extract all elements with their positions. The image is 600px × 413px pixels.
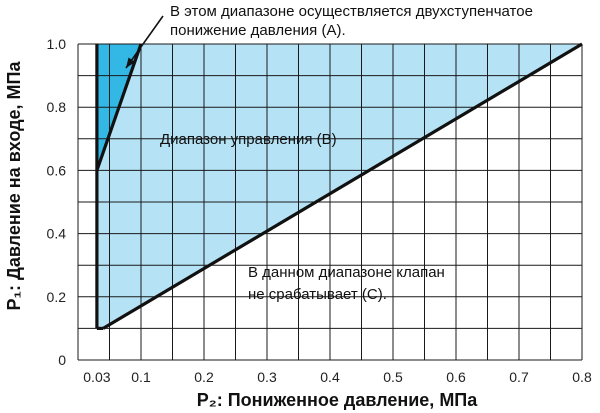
x-tick-label-3: 0.3 bbox=[257, 369, 277, 385]
line-two-stage-limit bbox=[95, 43, 143, 171]
x-tick-label-4: 0.4 bbox=[320, 369, 340, 385]
line-operating-limit bbox=[102, 42, 583, 330]
annotation-c-line-2: не срабатывает (С). bbox=[248, 286, 387, 303]
x-tick-label-8: 0.8 bbox=[572, 369, 592, 385]
annotation-b: Диапазон управления (B) bbox=[160, 131, 337, 148]
x-tick-label-5: 0.5 bbox=[383, 369, 403, 385]
x-tick-label-1: 0.1 bbox=[131, 369, 151, 385]
x-tick-label-2: 0.2 bbox=[194, 369, 214, 385]
x-tick-label-6: 0.6 bbox=[446, 369, 466, 385]
y-tick-label-0: 0 bbox=[58, 352, 66, 368]
annotation-a-line-1: В этом диапазоне осуществляется двухступ… bbox=[170, 3, 533, 20]
boundary-lines-layer bbox=[95, 42, 583, 330]
annotation-a-line-2: понижение давления (A). bbox=[170, 22, 346, 39]
annotation-c-line-1: В данном диапазоне клапан bbox=[248, 264, 445, 281]
y-tick-label-5: 1.0 bbox=[47, 36, 67, 52]
x-axis-title: P₂: Пониженное давление, МПа bbox=[197, 390, 479, 410]
annotation-a-arrow-head bbox=[126, 57, 136, 68]
y-tick-label-1: 0.2 bbox=[47, 289, 67, 305]
y-axis-title: P₁: Давление на входе, МПа bbox=[4, 61, 24, 311]
x-tick-label-7: 0.7 bbox=[509, 369, 529, 385]
tick-labels-layer: 0.03 0.1 0.2 0.3 0.4 0.5 0.6 0.7 0.8 0 0.2 0.4 0.6 0.… bbox=[47, 36, 592, 385]
y-tick-label-4: 0.8 bbox=[47, 99, 67, 115]
annotation-a-arrow-shaft bbox=[125, 15, 164, 69]
y-tick-label-2: 0.4 bbox=[47, 226, 67, 242]
grid-layer bbox=[77, 43, 583, 361]
x-tick-label-0: 0.03 bbox=[83, 369, 110, 385]
annotation-arrow-layer bbox=[125, 15, 164, 69]
y-tick-label-3: 0.6 bbox=[47, 162, 67, 178]
